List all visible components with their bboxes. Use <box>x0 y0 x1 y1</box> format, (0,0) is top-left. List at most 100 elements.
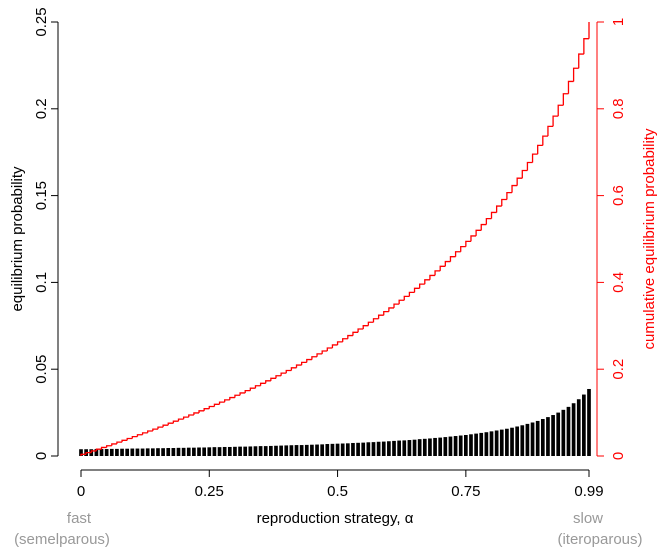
bar <box>186 447 191 456</box>
bar <box>546 417 550 456</box>
bar <box>120 448 124 456</box>
bar <box>489 431 494 456</box>
bar <box>330 443 335 456</box>
bar <box>310 444 314 456</box>
bar <box>212 447 217 456</box>
y2-tick-label: 0 <box>610 452 627 460</box>
bar <box>294 445 299 456</box>
bar <box>258 446 263 456</box>
bar <box>279 445 283 456</box>
bar <box>515 426 520 456</box>
bar <box>402 440 407 456</box>
step-line <box>136 434 143 437</box>
step-line <box>193 412 200 416</box>
x-tick-label: 0.99 <box>574 483 603 500</box>
step-line <box>249 387 256 391</box>
step-line <box>485 217 492 225</box>
bar <box>79 449 83 456</box>
step-line <box>239 392 246 396</box>
bar <box>387 441 391 456</box>
bar <box>417 439 422 456</box>
step-line <box>141 432 148 435</box>
step-line <box>516 177 523 186</box>
bar <box>556 412 561 456</box>
bar <box>540 419 545 456</box>
step-line <box>521 169 528 179</box>
y-tick-label: 0.25 <box>33 7 50 36</box>
bar <box>510 427 514 456</box>
step-line <box>295 364 302 368</box>
bar <box>458 435 463 456</box>
step-line <box>326 347 333 351</box>
annotation: (iteroparous) <box>557 531 642 548</box>
step-line <box>285 369 292 374</box>
bar <box>202 447 206 456</box>
bar <box>222 446 227 456</box>
step-line <box>224 399 230 403</box>
step-line <box>157 426 164 430</box>
bar <box>192 447 196 456</box>
step-line <box>542 135 548 146</box>
bar <box>561 409 566 456</box>
bar <box>197 447 201 456</box>
annotation: fast <box>67 510 92 527</box>
bar <box>484 432 489 456</box>
step-line <box>398 299 405 305</box>
step-line <box>408 291 415 297</box>
step-line <box>208 405 215 409</box>
step-line <box>501 198 507 207</box>
step-line <box>490 211 497 219</box>
step-line <box>121 439 128 443</box>
bar <box>535 420 540 456</box>
bar <box>125 448 130 456</box>
step-line <box>167 422 174 426</box>
step-line <box>470 235 477 242</box>
x-tick-label: 0.75 <box>451 483 480 500</box>
bar <box>94 449 99 456</box>
bar <box>238 446 242 456</box>
step-line <box>172 420 179 424</box>
bar <box>340 443 345 456</box>
bar <box>587 388 591 456</box>
step-line <box>270 377 276 381</box>
step-line <box>393 303 400 308</box>
bar <box>135 448 140 456</box>
step-line <box>449 256 456 262</box>
bar <box>289 445 294 456</box>
y-tick-label: 0.15 <box>33 181 50 210</box>
bar <box>407 440 412 456</box>
y2-tick-label: 0.8 <box>610 98 627 119</box>
step-line <box>213 403 220 407</box>
step-line <box>342 338 348 342</box>
step-line <box>188 414 194 418</box>
bar <box>433 437 437 456</box>
step-line <box>460 245 466 252</box>
bar <box>140 448 145 456</box>
bar <box>115 448 119 456</box>
step-line <box>367 321 374 326</box>
bar <box>176 447 181 456</box>
step-line <box>552 115 559 127</box>
bar <box>453 436 458 456</box>
step-line <box>383 310 389 316</box>
bar <box>150 448 155 456</box>
step-line <box>531 153 538 163</box>
bar <box>397 440 401 456</box>
y-tick-label: 0.2 <box>33 98 50 119</box>
x-tick-label: 0.5 <box>327 483 348 500</box>
step-line <box>300 361 307 366</box>
bar <box>156 448 160 456</box>
bar <box>233 446 237 456</box>
step-line <box>357 328 364 333</box>
step-line <box>562 93 569 106</box>
step-line <box>557 104 564 117</box>
step-line <box>377 314 384 319</box>
step-line <box>362 325 369 330</box>
step-line <box>95 448 102 451</box>
step-line <box>352 331 359 336</box>
step-line <box>495 205 502 213</box>
step-line <box>182 416 189 420</box>
step-line <box>347 334 353 339</box>
bar <box>243 446 248 456</box>
